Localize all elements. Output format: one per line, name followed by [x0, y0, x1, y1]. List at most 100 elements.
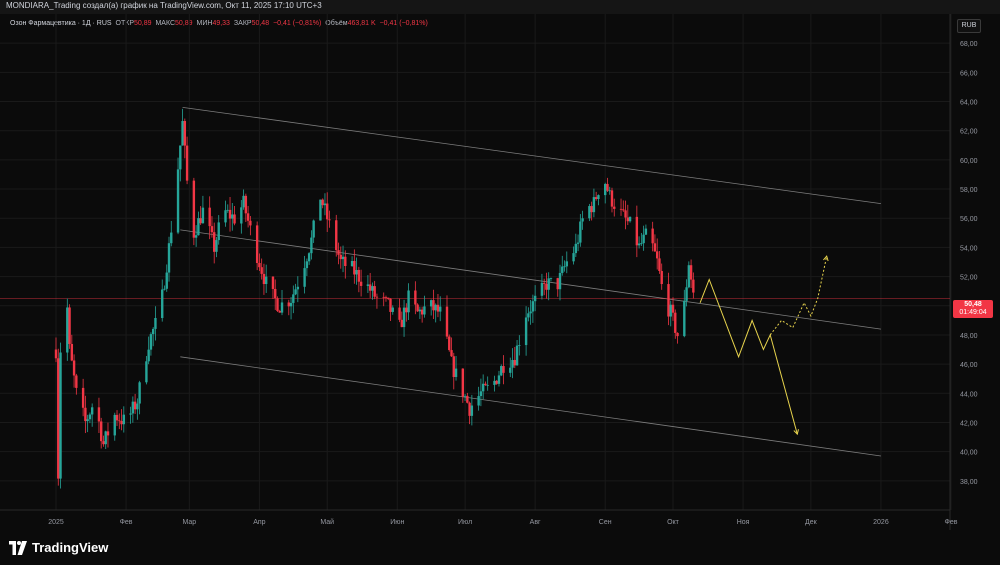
low-value: 49,33: [212, 20, 230, 27]
candle-body: [524, 317, 528, 346]
tradingview-logo-text: TradingView: [32, 540, 109, 555]
candle-body: [423, 306, 426, 315]
candle-body: [685, 287, 688, 301]
candle-body: [341, 256, 345, 260]
candle-body: [233, 214, 236, 224]
candle-body: [387, 297, 390, 299]
y-tick-label: 42,00: [960, 420, 978, 427]
candle-body: [70, 343, 74, 361]
currency-selector[interactable]: RUB: [957, 19, 981, 33]
volume-change-value: −0,41 (−0,81%): [379, 20, 428, 27]
candle-body: [242, 195, 245, 208]
candle-body: [439, 306, 442, 312]
candle-body: [414, 290, 417, 305]
low-label: МИН: [196, 20, 213, 27]
x-tick-label: Ноя: [737, 519, 750, 526]
candle-body: [350, 260, 354, 267]
candle-body: [192, 180, 196, 238]
candle-body: [271, 276, 275, 289]
candle-body: [461, 368, 465, 397]
candle-body: [579, 221, 582, 243]
candle-body: [658, 258, 661, 272]
candle-body: [224, 210, 227, 223]
candle-body: [402, 307, 406, 328]
symbol-name[interactable]: Озон Фармацевтика · 1Д · RUS: [10, 20, 112, 27]
y-tick-label: 64,00: [960, 100, 978, 107]
candle-body: [312, 220, 315, 238]
tradingview-logo[interactable]: TradingView: [8, 540, 108, 555]
candle-body: [565, 261, 568, 267]
open-value: 50,89: [133, 20, 152, 27]
y-tick-label: 38,00: [960, 479, 978, 486]
candle-body: [653, 243, 657, 252]
candle-body: [215, 240, 218, 252]
candle-body: [149, 334, 153, 350]
candle-body: [305, 261, 309, 269]
candle-body: [481, 383, 485, 392]
candle-body: [671, 304, 675, 313]
candle-body: [470, 405, 474, 416]
candle-body: [606, 183, 609, 191]
candle-body: [527, 313, 530, 318]
y-tick-label: 60,00: [960, 158, 978, 165]
candle-body: [687, 265, 691, 288]
candle-body: [244, 195, 248, 214]
candle-body: [375, 296, 379, 298]
candle-body: [635, 216, 639, 246]
candle-body: [581, 218, 584, 222]
candle-body: [497, 375, 501, 384]
candle-body: [249, 220, 252, 226]
x-tick-label: Фев: [120, 519, 133, 526]
y-tick-label: 52,00: [960, 275, 978, 282]
candle-body: [355, 269, 358, 275]
candle-body: [622, 209, 625, 211]
candle-body: [208, 207, 211, 227]
x-tick-label: Мар: [182, 519, 196, 526]
candle-body: [255, 225, 259, 264]
x-tick-label: Апр: [253, 519, 265, 526]
candle-body: [357, 269, 361, 282]
candle-body: [228, 209, 232, 219]
candle-body: [131, 401, 135, 414]
candle-body: [454, 368, 458, 377]
candle-body: [563, 266, 566, 268]
candle-body: [382, 296, 385, 298]
candle-body: [181, 121, 184, 146]
candle-body: [274, 288, 277, 299]
candle-body: [515, 345, 519, 366]
candle-body: [129, 413, 132, 415]
volume-value: 463,81 K: [347, 20, 376, 27]
candle-body: [104, 431, 107, 445]
candle-body: [405, 307, 408, 313]
channel-line-middle: [180, 229, 881, 330]
candle-body: [133, 401, 137, 410]
candle-body: [542, 282, 546, 284]
candle-body: [597, 195, 600, 200]
candle-body: [511, 359, 514, 368]
candle-body: [292, 294, 295, 303]
candle-body: [100, 421, 103, 442]
candle-body: [84, 407, 87, 422]
candle-body: [445, 306, 449, 337]
candle-body: [407, 290, 410, 313]
price-chart[interactable]: 38,0040,0042,0044,0046,0048,0050,0052,00…: [0, 0, 1000, 530]
candle-body: [651, 228, 654, 244]
y-tick-label: 58,00: [960, 187, 978, 194]
candle-body: [547, 278, 550, 290]
candle-body: [640, 243, 643, 244]
candle-body: [165, 272, 168, 289]
candle-body: [531, 301, 535, 312]
candle-body: [626, 217, 630, 222]
candle-body: [260, 267, 263, 274]
candle-body: [179, 145, 182, 170]
candle-body: [502, 366, 505, 373]
x-tick-label: Сен: [599, 519, 612, 526]
candle-body: [118, 420, 121, 422]
candle-body: [613, 206, 616, 209]
candle-body: [280, 302, 284, 313]
candle-body: [296, 286, 300, 290]
candle-body: [321, 199, 324, 206]
candle-body: [210, 226, 214, 233]
candle-body: [592, 197, 596, 213]
high-label: МАКС: [155, 20, 176, 27]
